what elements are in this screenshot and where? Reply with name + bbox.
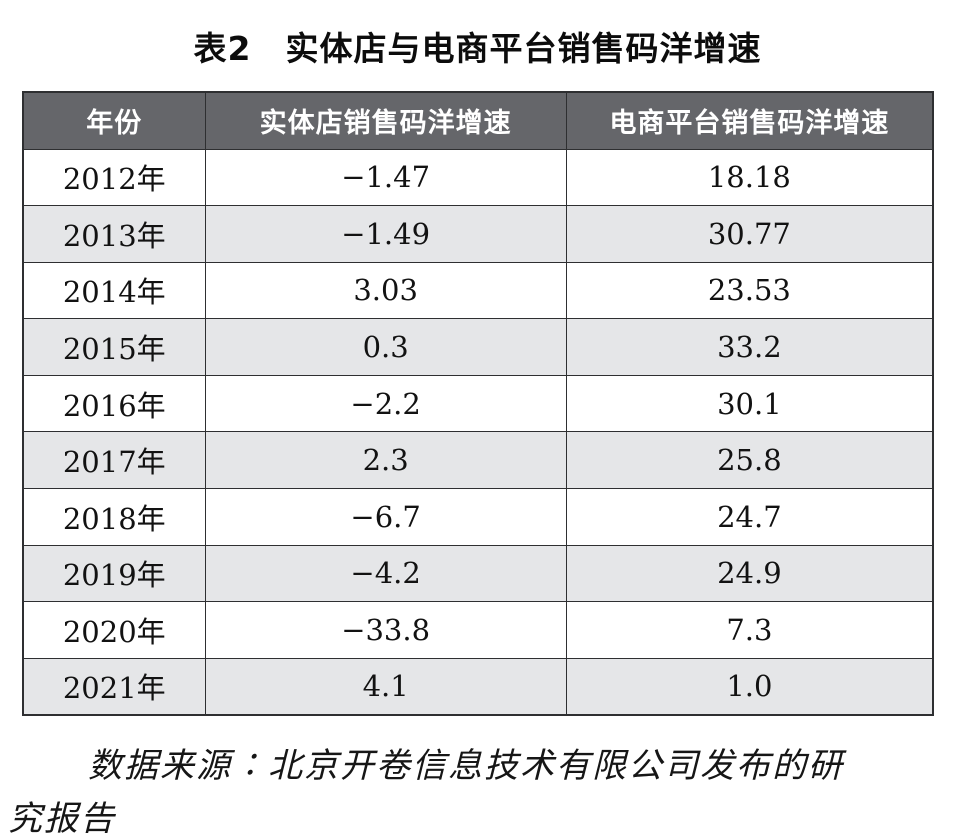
online-growth-cell: 33.2	[565, 318, 934, 376]
column-header-offline: 实体店销售码洋增速	[204, 91, 567, 150]
year-cell: 2014年	[22, 261, 206, 320]
column-header-online: 电商平台销售码洋增速	[565, 91, 934, 150]
online-growth-cell: 1.0	[565, 657, 934, 716]
table-row: 2018年 −6.7 24.7	[22, 488, 934, 546]
year-cell: 2019年	[22, 544, 206, 603]
year-cell: 2017年	[22, 431, 206, 490]
offline-growth-cell: 3.03	[204, 261, 567, 320]
online-growth-cell: 23.53	[565, 261, 934, 320]
table-body: 2012年 −1.47 18.18 2013年 −1.49 30.77 2014…	[22, 148, 934, 716]
source-note-line-2: 究报告	[8, 798, 116, 835]
table-row: 2020年 −33.8 7.3	[22, 601, 934, 659]
source-note-line-1: 数据来源∶北京开卷信息技术有限公司发布的研	[88, 745, 844, 786]
column-header-year: 年份	[22, 91, 206, 150]
data-source-note: 数据来源∶北京开卷信息技术有限公司发布的研 究报告	[8, 740, 945, 835]
header-row: 年份 实体店销售码洋增速 电商平台销售码洋增速	[22, 91, 934, 150]
year-cell: 2018年	[22, 488, 206, 546]
table-row: 2019年 −4.2 24.9	[22, 544, 934, 603]
table-row: 2021年 4.1 1.0	[22, 657, 934, 716]
table-row: 2012年 −1.47 18.18	[22, 148, 934, 207]
online-growth-cell: 7.3	[565, 601, 934, 659]
table-row: 2016年 −2.2 30.1	[22, 374, 934, 433]
offline-growth-cell: −6.7	[204, 488, 567, 546]
year-cell: 2012年	[22, 148, 206, 207]
table-header: 年份 实体店销售码洋增速 电商平台销售码洋增速	[22, 91, 934, 150]
offline-growth-cell: 2.3	[204, 431, 567, 490]
online-growth-cell: 24.7	[565, 488, 934, 546]
table-row: 2013年 −1.49 30.77	[22, 205, 934, 263]
online-growth-cell: 30.77	[565, 205, 934, 263]
offline-growth-cell: −2.2	[204, 374, 567, 433]
offline-growth-cell: −33.8	[204, 601, 567, 659]
offline-growth-cell: −1.47	[204, 148, 567, 207]
table-row: 2014年 3.03 23.53	[22, 261, 934, 320]
year-cell: 2021年	[22, 657, 206, 716]
online-growth-cell: 18.18	[565, 148, 934, 207]
offline-growth-cell: −1.49	[204, 205, 567, 263]
sales-growth-table: 年份 实体店销售码洋增速 电商平台销售码洋增速 2012年 −1.47 18.1…	[22, 91, 934, 716]
online-growth-cell: 24.9	[565, 544, 934, 603]
table-title: 表2 实体店与电商平台销售码洋增速	[193, 29, 762, 68]
year-cell: 2020年	[22, 601, 206, 659]
online-growth-cell: 25.8	[565, 431, 934, 490]
table-row: 2017年 2.3 25.8	[22, 431, 934, 490]
online-growth-cell: 30.1	[565, 374, 934, 433]
year-cell: 2016年	[22, 374, 206, 433]
offline-growth-cell: 0.3	[204, 318, 567, 376]
offline-growth-cell: 4.1	[204, 657, 567, 716]
year-cell: 2013年	[22, 205, 206, 263]
offline-growth-cell: −4.2	[204, 544, 567, 603]
year-cell: 2015年	[22, 318, 206, 376]
table-row: 2015年 0.3 33.2	[22, 318, 934, 376]
